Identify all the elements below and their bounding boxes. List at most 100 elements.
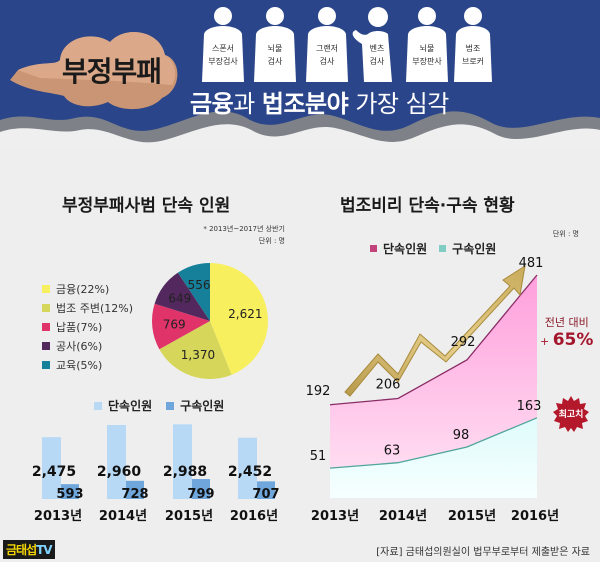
pie-legend-item: 금융(22%) [42, 281, 109, 297]
bar-arrest [257, 481, 275, 499]
data-label: 2,475 [32, 464, 76, 480]
figure-label-line1: 스폰서 [211, 44, 235, 53]
data-label: 2013년 [34, 509, 82, 524]
area-arrest [330, 417, 537, 498]
data-label: 556 [188, 278, 211, 292]
headline: 금융과 법조분야 가장 심각 [190, 84, 449, 119]
figure-label-line2: 부장검사 [208, 57, 238, 66]
data-label: 2016년 [230, 509, 278, 524]
person-silhouette-icon [454, 7, 492, 82]
data-label: 2,988 [163, 464, 207, 480]
figure-label-line2: 검사 [267, 57, 283, 66]
tv-icon: TV [36, 543, 53, 557]
legend-label: 금융(22%) [56, 283, 110, 296]
figure-label-line2: 브로커 [461, 57, 485, 66]
figure-label-line2: 검사 [369, 57, 385, 66]
legend-swatch [42, 304, 50, 312]
bar-arrest [61, 484, 79, 499]
legend-label: 단속인원 [383, 242, 428, 256]
yoy-label: 전년 대비 [544, 316, 589, 329]
headline-rest: 가장 심각 [348, 90, 449, 118]
data-label: 1,370 [181, 348, 215, 362]
yoy-annotation: 전년 대비 + 65% [540, 314, 593, 350]
pie-legend-item: 납품(7%) [42, 319, 102, 335]
pie-slice [151, 303, 210, 350]
bar-crackdown [238, 437, 257, 499]
legend-swatch [370, 245, 377, 252]
silhouette-figure: 뇌물 부장판사 [402, 4, 452, 82]
person-silhouette-icon [406, 7, 448, 82]
pie-slice [210, 263, 268, 375]
yoy-value: 65% [552, 330, 594, 350]
bar-crackdown [42, 437, 61, 499]
wave-decoration [0, 32, 600, 150]
logo-text: 금태섭 [6, 543, 37, 557]
unit-note: 단위 : 명 [258, 237, 285, 245]
data-label: 98 [453, 428, 470, 443]
woman-silhouette-icon [352, 7, 392, 82]
data-label: 2014년 [99, 509, 147, 524]
legend-label: 교육(5%) [56, 359, 103, 372]
channel-logo: 금태섭TV [3, 540, 55, 559]
data-label: 2,621 [228, 307, 262, 321]
badge-label: 최고치 [558, 410, 584, 420]
legend-swatch [42, 285, 50, 293]
trend-arrow-icon [344, 264, 526, 397]
figure-label-line1: 법조 [465, 44, 481, 53]
bar-arrest [192, 479, 210, 499]
pie-legend-item: 공사(6%) [42, 338, 102, 354]
area-legend-item: 구속인원 [439, 240, 496, 257]
bar-crackdown [107, 425, 126, 499]
header-banner: 부정부패 스폰서 부장검사 뇌물 검사 그랜저 검사 벤츠 검사 뇌물 부장판사 [0, 0, 600, 150]
figure-label-line2: 검사 [319, 57, 335, 66]
data-label: 192 [306, 384, 331, 399]
legend-label: 법조 주변(12%) [56, 302, 134, 315]
starburst-badge-icon [553, 396, 589, 432]
data-label: 649 [168, 291, 191, 305]
data-label: 163 [517, 399, 542, 414]
bar-crackdown [173, 424, 192, 499]
data-label: 63 [384, 444, 401, 459]
figure-label-line1: 뇌물 [267, 44, 283, 53]
yoy-sign: + [540, 335, 553, 348]
legend-label: 단속인원 [108, 399, 153, 413]
legend-swatch [94, 401, 102, 410]
left-section-title: 부정부패사범 단속 인원 [62, 196, 231, 216]
pie-legend-item: 교육(5%) [42, 357, 102, 373]
bar-legend-item: 단속인원 [94, 397, 152, 414]
legend-swatch [42, 323, 50, 331]
person-silhouette-icon [254, 7, 296, 82]
data-label: 206 [376, 377, 401, 392]
legend-swatch [42, 361, 50, 369]
right-section-title: 법조비리 단속·구속 현황 [340, 196, 515, 216]
data-label: 51 [310, 449, 327, 464]
legend-label: 공사(6%) [56, 340, 103, 353]
data-label: 769 [163, 318, 186, 332]
data-label: 2,960 [97, 464, 142, 480]
data-label: 2016년 [511, 509, 559, 524]
data-label: 481 [519, 256, 544, 271]
legend-label: 구속인원 [180, 399, 225, 413]
data-label: 2014년 [379, 509, 427, 524]
silhouette-row: 스폰서 부장검사 뇌물 검사 그랜저 검사 벤츠 검사 뇌물 부장판사 법조 브로커 [198, 4, 498, 82]
record-high-badge: 최고치 [553, 396, 589, 432]
data-label: 707 [252, 487, 279, 502]
headline-conj: 과 [233, 90, 262, 118]
area-legend-item: 단속인원 [370, 240, 427, 257]
bar-legend-item: 구속인원 [166, 397, 224, 414]
pie-slice [177, 263, 210, 321]
person-silhouette-icon [306, 7, 348, 82]
line-crackdown [329, 274, 538, 406]
legend-label: 납품(7%) [56, 321, 103, 334]
pie-legend-item: 법조 주변(12%) [42, 300, 133, 316]
bar-legend: 단속인원 구속인원 [94, 397, 224, 414]
figure-label-line1: 그랜저 [315, 44, 339, 53]
area-legend: 단속인원 구속인원 [370, 240, 496, 257]
legend-swatch [439, 245, 447, 252]
